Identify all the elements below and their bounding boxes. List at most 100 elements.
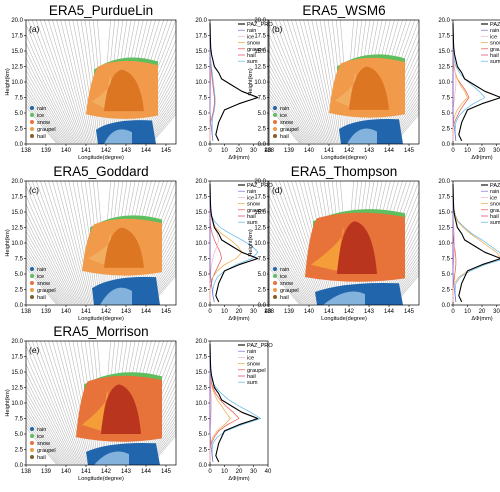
ray-arc <box>27 20 80 144</box>
y-tick-label: 2.5 <box>15 448 24 454</box>
ray-arc <box>48 181 87 305</box>
x-axis-label: Longitude(degree) <box>321 316 367 322</box>
profile-legend-label: ice <box>490 34 497 40</box>
ray-arc <box>269 103 301 144</box>
profile-legend-label: rain <box>490 28 499 34</box>
panel-title: ERA5_Morrison <box>53 324 148 339</box>
profile-y-tick-label: 20.0 <box>438 179 450 185</box>
profile-y-tick-label: 0.0 <box>442 142 451 148</box>
profile-legend-label: sum <box>247 220 258 226</box>
ray-arc <box>26 384 71 465</box>
ray-arc <box>388 262 419 305</box>
ray-arc <box>269 88 307 144</box>
profile-y-tick-label: 15.0 <box>438 49 450 55</box>
profile-legend-label: snow <box>247 202 261 208</box>
ray-arc <box>283 181 327 305</box>
x-axis-label: Longitude(degree) <box>78 155 124 161</box>
profile-legend-label: hail <box>490 53 499 59</box>
x-tick-label: 145 <box>404 309 415 315</box>
ray-arc <box>26 74 69 144</box>
ray-arc <box>269 99 303 144</box>
ray-arc <box>287 20 329 144</box>
core-region <box>101 384 141 434</box>
x-tick-label: 142 <box>344 309 355 315</box>
y-tick-label: 7.5 <box>15 417 24 423</box>
legend-label-rain: rain <box>280 106 289 112</box>
ray-arc <box>26 390 70 465</box>
panel-label: (d) <box>272 185 283 195</box>
legend-dot-ice <box>30 274 34 278</box>
profile-frame <box>209 340 269 466</box>
profile-y-tick-label: 17.5 <box>195 34 207 40</box>
profile-x-axis-label: ΔΦ(mm) <box>228 476 249 482</box>
secondary-region <box>92 75 112 109</box>
profile-x-tick-label: 30 <box>493 309 500 315</box>
ray-arc <box>26 96 61 144</box>
secondary-region <box>311 227 344 271</box>
x-axis-label: Longitude(degree) <box>78 476 124 482</box>
x-tick-label: 145 <box>161 469 172 475</box>
y-tick-label: 17.5 <box>11 195 23 201</box>
ray-arc <box>68 181 94 305</box>
legend-label-snow: snow <box>280 281 294 287</box>
ray-arc <box>269 240 310 305</box>
legend-dot-hail <box>30 295 34 299</box>
ray-arc <box>26 371 74 465</box>
ray-arc <box>269 92 306 144</box>
x-tick-label: 144 <box>141 309 152 315</box>
profile-y-tick-label: 7.5 <box>442 257 451 263</box>
ray-arc <box>56 181 90 305</box>
profile-x-axis-label: ΔΦ(mm) <box>228 155 249 161</box>
series-line-paz_pro <box>209 23 259 142</box>
ray-arc <box>269 211 317 305</box>
ray-arc <box>26 69 70 144</box>
x-tick-label: 143 <box>121 469 132 475</box>
legend-dot-graupel <box>273 288 277 292</box>
legend-label-snow: snow <box>37 441 51 447</box>
x-tick-label: 143 <box>121 148 132 154</box>
profile-legend-label: ice <box>247 34 254 40</box>
plot-area <box>26 20 176 144</box>
legend-dot-ice <box>30 113 34 117</box>
ray-arc <box>393 271 419 305</box>
ray-arc <box>145 101 176 144</box>
profile-legend-label: ice <box>490 195 497 201</box>
legend-dot-hail <box>273 134 277 138</box>
ray-arc <box>26 424 58 465</box>
legend-dot-snow <box>30 441 34 445</box>
x-tick-label: 142 <box>101 148 112 154</box>
y-tick-label: 0.0 <box>15 142 24 148</box>
profile-legend-label: rain <box>247 189 256 195</box>
profile-y-tick-label: 7.5 <box>199 257 208 263</box>
ray-arc <box>147 265 176 305</box>
ray-arc <box>151 274 176 305</box>
ray-arc <box>26 23 79 144</box>
x-tick-label: 145 <box>161 148 172 154</box>
profile-y-tick-label: 2.5 <box>199 288 208 294</box>
profile-panel: 0.02.55.07.510.012.515.017.520.001020304… <box>438 18 500 161</box>
ray-arc <box>26 84 66 144</box>
ray-arc <box>26 420 60 465</box>
profile-frame <box>209 19 269 145</box>
y-tick-label: 17.5 <box>11 34 23 40</box>
panel-a: ERA5_PurdueLin 0.0 2.5 5.0 7.5 10.0 12.5 15.0 17… <box>5 3 273 161</box>
ray-arc <box>327 20 343 144</box>
ray-arc <box>27 181 80 305</box>
ray-arc <box>52 20 89 144</box>
profile-y-tick-label: 15.0 <box>195 210 207 216</box>
ray-arc <box>76 20 97 144</box>
legend-dot-rain <box>30 106 34 110</box>
ray-arc <box>151 434 176 465</box>
ray-arc <box>269 264 301 305</box>
panel-d: ERA5_Thompson 0.0 2.5 5.0 7.5 10.0 12.5 15.0 17.… <box>248 164 500 322</box>
profile-y-tick-label: 0.0 <box>199 463 208 469</box>
profile-y-tick-label: 17.5 <box>438 34 450 40</box>
ray-arc <box>40 181 84 305</box>
legend-label-graupel: graupel <box>280 288 299 294</box>
ray-arc <box>269 84 309 144</box>
ray-arc <box>269 184 322 305</box>
profile-x-tick-label: 10 <box>464 148 471 154</box>
y-tick-label: 10.0 <box>11 80 23 86</box>
profile-y-tick-label: 5.0 <box>199 111 208 117</box>
ray-arc <box>26 427 57 465</box>
